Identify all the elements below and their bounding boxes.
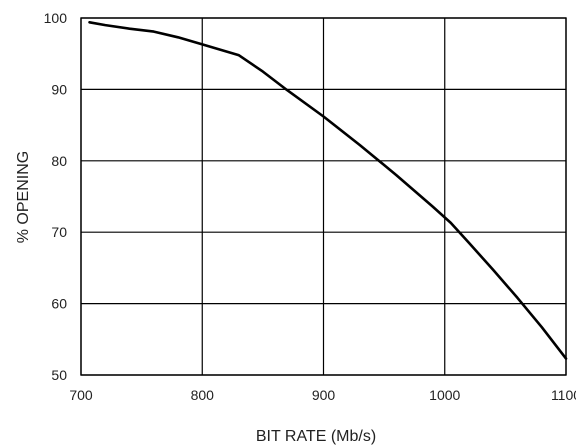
x-tick-label-2: 900 (312, 387, 336, 403)
y-tick-label-0: 50 (51, 367, 67, 383)
grid (80, 17, 567, 376)
x-tick-labels: 700 800 900 1000 1100 (69, 387, 576, 403)
y-tick-label-1: 60 (51, 296, 67, 312)
series-line-0 (88, 20, 568, 360)
y-tick-label-3: 80 (51, 153, 67, 169)
x-axis-label: BIT RATE (Mb/s) (256, 428, 376, 445)
y-tick-label-5: 100 (44, 10, 68, 26)
x-tick-label-0: 700 (69, 387, 93, 403)
plot-frame (80, 17, 567, 376)
x-tick-label-4: 1100 (551, 387, 576, 403)
y-axis-label: % OPENING (15, 151, 32, 243)
series-group (88, 20, 568, 360)
y-tick-label-2: 70 (51, 224, 67, 240)
x-tick-label-1: 800 (191, 387, 215, 403)
y-tick-labels: 50 60 70 80 90 100 (44, 10, 68, 383)
y-tick-label-4: 90 (51, 81, 67, 97)
x-tick-label-3: 1000 (429, 387, 460, 403)
